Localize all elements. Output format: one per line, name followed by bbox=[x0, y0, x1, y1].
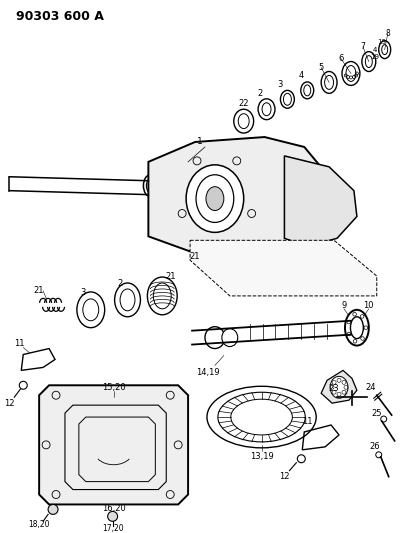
Ellipse shape bbox=[147, 277, 177, 315]
Text: 11: 11 bbox=[14, 339, 25, 348]
Text: 16,20: 16,20 bbox=[102, 504, 125, 513]
Text: 13,19: 13,19 bbox=[250, 453, 274, 461]
Ellipse shape bbox=[231, 399, 292, 435]
Text: 11: 11 bbox=[302, 416, 312, 425]
Text: 24: 24 bbox=[366, 383, 376, 392]
Text: 22: 22 bbox=[239, 99, 249, 108]
Text: 21: 21 bbox=[33, 286, 44, 295]
Polygon shape bbox=[148, 137, 324, 258]
Ellipse shape bbox=[222, 329, 238, 346]
Ellipse shape bbox=[196, 175, 234, 222]
Ellipse shape bbox=[346, 66, 356, 82]
Text: 2: 2 bbox=[257, 89, 262, 98]
Polygon shape bbox=[39, 385, 188, 504]
Text: 3: 3 bbox=[80, 288, 85, 297]
Ellipse shape bbox=[205, 327, 225, 349]
Text: 21: 21 bbox=[190, 252, 200, 261]
Text: 15,20: 15,20 bbox=[102, 383, 125, 392]
Text: 1: 1 bbox=[197, 138, 203, 147]
Text: 19: 19 bbox=[377, 39, 386, 45]
Text: 18,20: 18,20 bbox=[28, 520, 50, 529]
Ellipse shape bbox=[258, 99, 275, 119]
Text: 8: 8 bbox=[385, 29, 390, 38]
Ellipse shape bbox=[120, 289, 135, 311]
Ellipse shape bbox=[280, 91, 294, 108]
Circle shape bbox=[108, 511, 118, 521]
Ellipse shape bbox=[114, 283, 140, 317]
Text: 19: 19 bbox=[370, 54, 379, 60]
Polygon shape bbox=[285, 156, 357, 246]
Text: 23: 23 bbox=[329, 384, 339, 393]
Ellipse shape bbox=[325, 76, 334, 90]
Text: 4: 4 bbox=[299, 71, 304, 80]
Ellipse shape bbox=[77, 292, 105, 328]
Text: 12: 12 bbox=[279, 472, 290, 481]
Ellipse shape bbox=[283, 93, 291, 105]
Text: 2: 2 bbox=[117, 279, 122, 287]
Ellipse shape bbox=[83, 299, 99, 321]
Text: 6: 6 bbox=[339, 54, 344, 63]
Ellipse shape bbox=[366, 55, 372, 68]
Ellipse shape bbox=[207, 386, 316, 448]
Ellipse shape bbox=[382, 45, 388, 54]
Text: 14,19: 14,19 bbox=[196, 368, 220, 377]
Text: 26: 26 bbox=[370, 442, 380, 451]
Text: 9: 9 bbox=[341, 301, 347, 310]
Ellipse shape bbox=[238, 114, 249, 128]
Ellipse shape bbox=[351, 317, 364, 338]
Ellipse shape bbox=[143, 175, 157, 197]
Polygon shape bbox=[321, 370, 357, 403]
Ellipse shape bbox=[146, 179, 154, 192]
Text: 7: 7 bbox=[360, 42, 365, 51]
Text: 5: 5 bbox=[318, 63, 324, 72]
Text: 25: 25 bbox=[372, 409, 382, 417]
Text: 3: 3 bbox=[278, 80, 283, 89]
Ellipse shape bbox=[206, 187, 224, 211]
Text: 4: 4 bbox=[373, 47, 377, 53]
Text: 21: 21 bbox=[165, 271, 175, 280]
Ellipse shape bbox=[330, 376, 348, 398]
Ellipse shape bbox=[218, 392, 305, 442]
Polygon shape bbox=[190, 240, 377, 296]
Ellipse shape bbox=[379, 41, 391, 59]
Ellipse shape bbox=[304, 85, 311, 96]
Ellipse shape bbox=[262, 103, 271, 116]
Text: 12: 12 bbox=[4, 399, 15, 408]
Text: 90303 600 A: 90303 600 A bbox=[16, 10, 104, 23]
Circle shape bbox=[48, 504, 58, 514]
Ellipse shape bbox=[301, 82, 314, 99]
Ellipse shape bbox=[186, 165, 244, 232]
Ellipse shape bbox=[153, 283, 171, 309]
Ellipse shape bbox=[321, 71, 337, 93]
Ellipse shape bbox=[342, 62, 360, 85]
Ellipse shape bbox=[362, 52, 376, 71]
Ellipse shape bbox=[345, 310, 369, 345]
Text: 10: 10 bbox=[364, 301, 374, 310]
Ellipse shape bbox=[234, 109, 253, 133]
Text: 17,20: 17,20 bbox=[102, 524, 123, 533]
